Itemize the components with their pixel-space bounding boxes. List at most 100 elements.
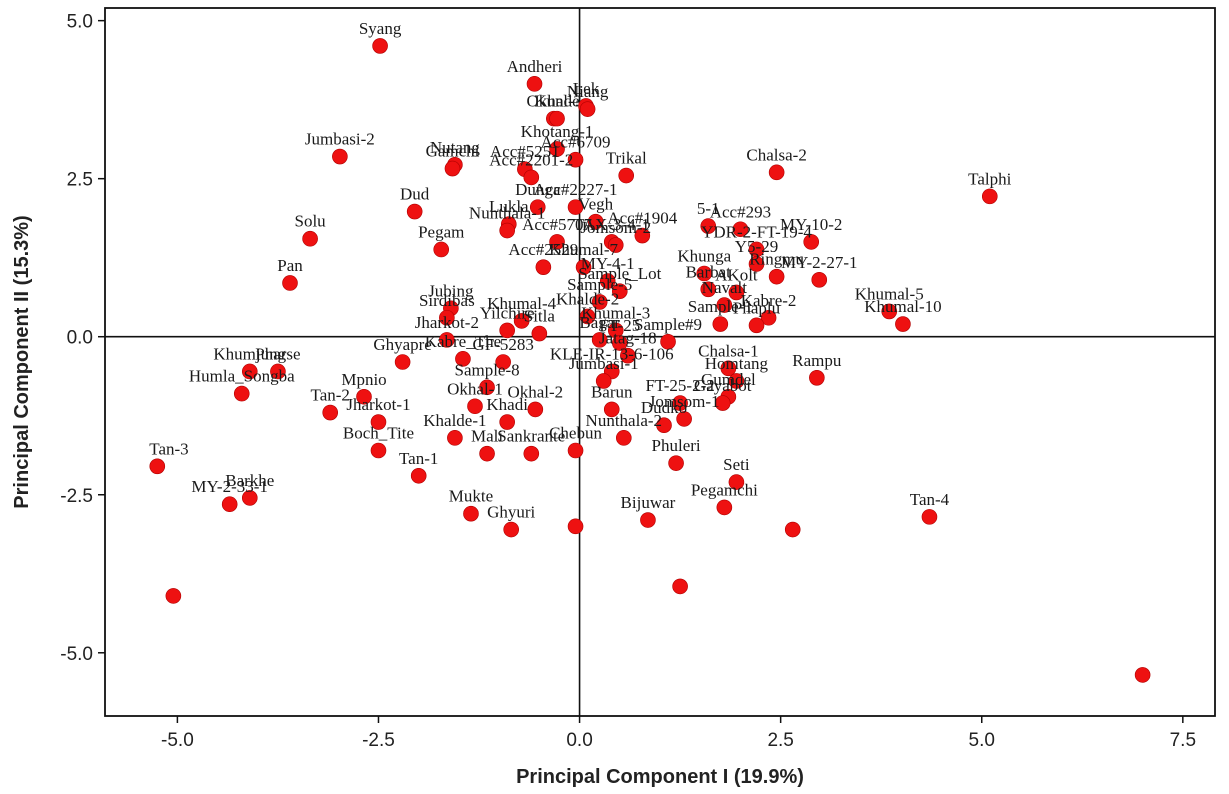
data-point	[567, 199, 584, 215]
point-label: Lek	[573, 79, 600, 98]
point-label: Sample-5	[567, 275, 632, 294]
data-point	[607, 237, 624, 253]
y-tick-label: -2.5	[60, 486, 93, 507]
data-point	[439, 309, 455, 326]
data-point	[768, 164, 785, 181]
point-label: Okhal-2	[507, 382, 563, 401]
data-point	[611, 283, 628, 300]
data-point	[714, 395, 731, 411]
data-point	[370, 414, 387, 430]
data-point	[527, 401, 544, 418]
point-label: Sample_Lot	[578, 264, 661, 283]
data-point	[595, 373, 612, 389]
data-point	[455, 351, 471, 367]
data-point	[495, 354, 511, 370]
data-point	[282, 275, 298, 291]
point-label: Acc#2529	[508, 240, 578, 259]
point-label: Jharkot-1	[346, 395, 410, 414]
point-label: Pharse	[255, 344, 300, 363]
point-label: Sample-8	[454, 360, 519, 379]
y-tick-label: 5.0	[67, 12, 93, 33]
data-point	[479, 379, 495, 396]
data-point	[503, 521, 519, 538]
point-label: Okhal-1	[447, 379, 503, 398]
point-label: Phuleri	[652, 436, 701, 455]
point-label: MY-4-1	[581, 254, 635, 273]
point-label: Chalsa-1	[698, 341, 758, 360]
data-point	[895, 316, 911, 332]
data-point	[881, 303, 898, 320]
data-point	[784, 521, 801, 538]
point-label: Chebun	[549, 424, 602, 443]
data-point	[728, 474, 745, 490]
data-point	[332, 148, 348, 165]
data-point	[809, 370, 825, 386]
point-label: Bijuwar	[621, 493, 676, 512]
point-label: Barbat	[686, 262, 732, 281]
data-point	[616, 430, 632, 446]
data-point	[716, 499, 733, 516]
x-tick-label: 0.0	[566, 730, 592, 751]
data-point	[567, 442, 584, 459]
point-label: Sample#9	[634, 315, 702, 334]
x-axis-ticks: -5.0 -2.5 0.0 2.5 5.0 7.5	[161, 716, 1196, 751]
point-label: Tan-4	[910, 490, 950, 509]
data-point	[728, 373, 745, 389]
point-label: Khunga	[677, 247, 731, 266]
data-point	[463, 505, 479, 522]
point-label: Ghyuri	[487, 503, 535, 522]
data-point	[611, 335, 628, 351]
point-label: Gumdel	[701, 370, 756, 389]
data-point	[591, 332, 608, 348]
data-point	[748, 256, 765, 272]
point-label: Talphi	[968, 169, 1011, 188]
point-label: Humla_Songba	[189, 367, 295, 386]
point-label: Jomsom-1	[649, 392, 720, 411]
data-point	[587, 213, 604, 230]
data-point	[676, 411, 692, 427]
point-label: Pegam	[418, 222, 464, 241]
data-point	[499, 222, 515, 239]
x-tick-label: -5.0	[161, 730, 194, 751]
point-label: Yilchire	[480, 303, 535, 322]
point-label: Sitla	[524, 307, 556, 326]
data-point	[591, 294, 608, 310]
point-label: Gamchi	[426, 142, 480, 161]
point-label: Phaplu	[733, 298, 781, 317]
point-label: Tan-3	[149, 439, 188, 458]
point-label: Kunde	[534, 92, 579, 111]
point-label: Jharkot-2	[415, 313, 479, 332]
point-label: Boch_Tite	[343, 424, 414, 443]
point-label: Gayabot	[694, 376, 752, 395]
point-label: Acc#5707	[522, 215, 592, 234]
data-point	[567, 518, 584, 535]
point-label: Acc#2227-1	[534, 180, 618, 199]
point-label: Rampu	[792, 351, 842, 370]
point-label: Acc#2201-2	[489, 150, 573, 169]
point-label: Acc#5251	[490, 142, 560, 161]
x-tick-label: 7.5	[1170, 730, 1196, 751]
point-label: Tan-2	[311, 386, 350, 405]
data-point	[803, 234, 820, 250]
point-label: Mukte	[449, 487, 493, 506]
point-label: Nunthala-2	[586, 411, 662, 430]
point-label: Jatag-18	[599, 329, 657, 348]
point-label: Khumal-5	[855, 284, 924, 303]
data-point	[372, 38, 388, 54]
data-point	[1134, 667, 1151, 683]
data-point	[760, 309, 777, 326]
data-point	[149, 458, 166, 475]
point-label: Vegh	[578, 195, 613, 214]
point-label: KLE-IR-13-6-106	[550, 344, 674, 363]
data-point	[394, 354, 411, 370]
plot-frame	[104, 7, 1216, 717]
data-point	[768, 268, 785, 285]
point-label: Solu	[295, 212, 327, 231]
data-point	[523, 169, 540, 186]
data-point	[549, 110, 565, 127]
data-point	[535, 259, 552, 275]
point-label: Khadi	[486, 395, 528, 414]
data-point	[618, 167, 635, 184]
data-point	[270, 363, 286, 380]
